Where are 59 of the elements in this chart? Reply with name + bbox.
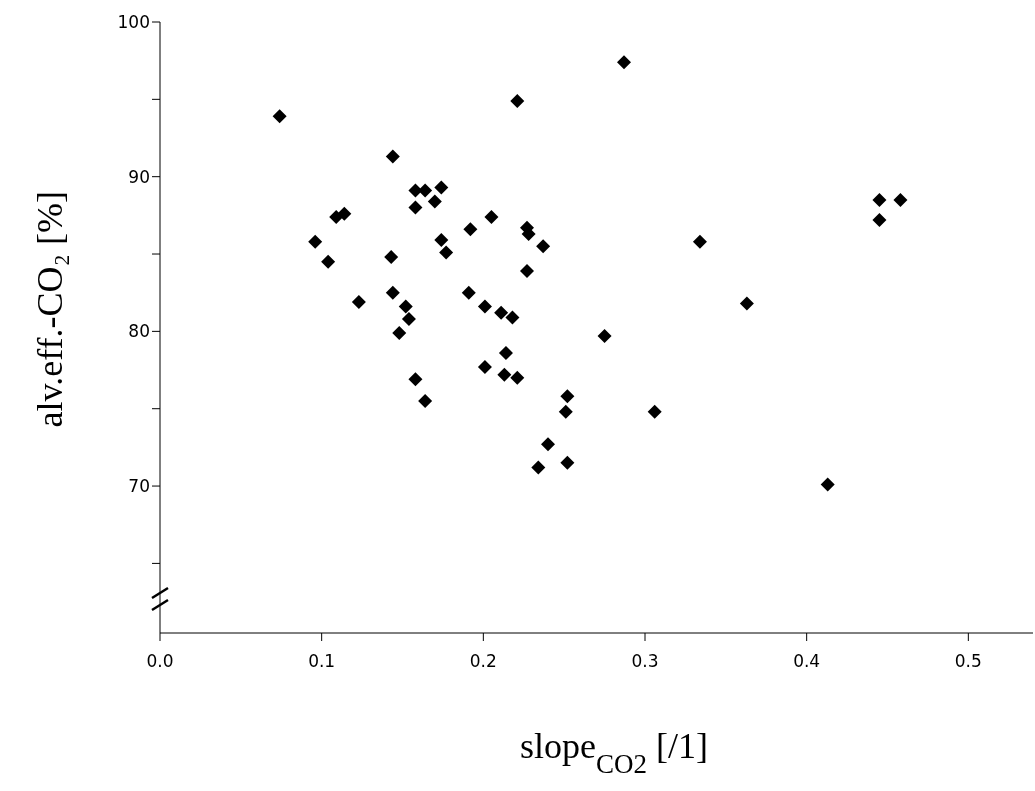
x-tick-label: 0.5 (954, 651, 982, 672)
x-tick-label: 0.0 (146, 651, 174, 672)
point (401, 311, 416, 326)
point (494, 305, 509, 320)
point (497, 367, 512, 382)
x-tick-label: 0.3 (631, 651, 659, 672)
y-tick-label: 80 (128, 321, 150, 342)
point (647, 404, 662, 419)
y-tick-label: 100 (117, 12, 150, 33)
point (418, 393, 433, 408)
point (385, 149, 400, 164)
point (616, 55, 631, 70)
point (560, 455, 575, 470)
point (384, 250, 399, 265)
point (418, 183, 433, 198)
point (392, 325, 407, 340)
point (408, 183, 423, 198)
point (408, 200, 423, 215)
point (308, 234, 323, 249)
point (434, 180, 449, 195)
point (329, 209, 344, 224)
point (692, 234, 707, 249)
point (510, 370, 525, 385)
point (439, 245, 454, 260)
x-tick-label: 0.1 (308, 651, 336, 672)
x-tick-label: 0.4 (793, 651, 821, 672)
point (510, 93, 525, 108)
point (434, 233, 449, 248)
point (519, 264, 534, 279)
point (536, 239, 551, 254)
point (893, 192, 908, 207)
x-tick-label: 0.2 (469, 651, 497, 672)
x-axis-title: slope$_{CO2}$ [/1] (519, 726, 708, 779)
point (272, 109, 287, 124)
point (398, 299, 413, 314)
point (872, 212, 887, 227)
point (739, 296, 754, 311)
y-axis-title: alv.eff.-CO₂ [%] (30, 190, 70, 428)
point (427, 194, 442, 209)
point (560, 389, 575, 404)
y-tick-label: 90 (128, 166, 150, 187)
point (541, 437, 555, 452)
point (505, 310, 520, 325)
point (461, 285, 476, 300)
point (408, 372, 423, 387)
point (385, 285, 400, 300)
y-tick-label: 70 (128, 476, 150, 497)
point (463, 222, 478, 237)
point (351, 294, 366, 309)
point (531, 460, 546, 475)
point (321, 254, 336, 269)
point (498, 346, 513, 361)
point (477, 359, 492, 374)
point (558, 404, 573, 419)
point (872, 192, 887, 207)
point (820, 477, 835, 492)
point (484, 209, 499, 224)
point (597, 329, 612, 344)
point (477, 299, 492, 314)
